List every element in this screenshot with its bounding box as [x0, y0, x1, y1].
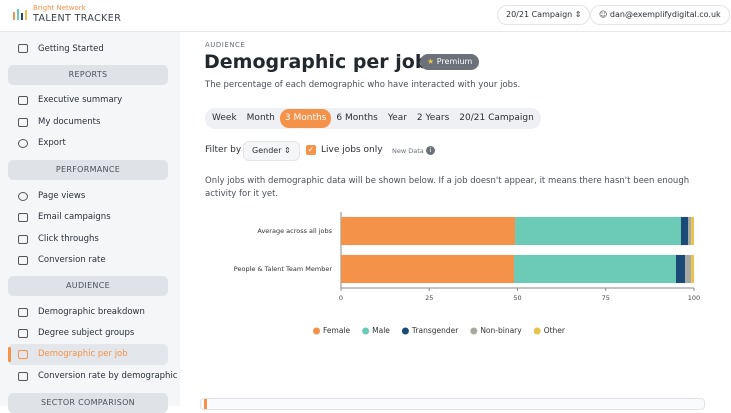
filter-value: Gender	[252, 146, 282, 155]
sidebar: Getting Started REPORTS Executive summar…	[0, 0, 180, 413]
bar-segment	[341, 216, 516, 246]
tab[interactable]: Month	[246, 113, 275, 123]
icon	[18, 192, 28, 201]
top-bar: Bright Network TALENT TRACKER 20/21 Camp…	[0, 0, 731, 32]
tab[interactable]: 3 Months	[279, 109, 332, 128]
legend-label: Non-binary	[480, 326, 522, 335]
y-tick-label: People & Talent Team Member	[234, 265, 333, 273]
bar-segment	[691, 254, 694, 284]
legend-label: Female	[323, 326, 351, 335]
legend-label: Other	[544, 326, 566, 335]
icon	[18, 372, 28, 381]
chart: 0 25 50 75 100 Average across all jobs People …	[234, 212, 700, 335]
icon	[18, 139, 28, 148]
tab[interactable]: 6 Months	[336, 113, 378, 123]
nav-item[interactable]: Conversion rate	[38, 255, 106, 265]
legend-swatch	[533, 327, 541, 335]
tab[interactable]: 2 Years	[416, 113, 450, 123]
nav-item[interactable]: Email campaigns	[38, 212, 111, 222]
x-tick-label: 75	[602, 294, 610, 302]
x-tick-label: 100	[688, 294, 700, 302]
active-bg	[8, 344, 168, 365]
section-header: PERFORMANCE	[8, 160, 168, 180]
checkbox[interactable]: ✓	[306, 145, 316, 155]
icon	[18, 308, 28, 317]
nav-item[interactable]: Click throughs	[38, 234, 99, 244]
brand: Bright Network	[33, 4, 86, 12]
campaign-select[interactable]: 20/21 Campaign ⇕	[497, 5, 591, 25]
y-tick-label: Average across all jobs	[257, 227, 332, 235]
legend-swatch	[401, 327, 409, 335]
user: dan@exemplifydigital.co.uk	[609, 10, 721, 19]
bar-segment	[691, 216, 694, 246]
section-header: SECTOR COMPARISON	[8, 393, 168, 413]
section-label: AUDIENCE	[205, 41, 246, 49]
note: Only jobs with demographic data will be …	[205, 176, 690, 199]
x-tick-label: 25	[425, 294, 433, 302]
info-icon[interactable]: i	[426, 146, 435, 155]
icon	[18, 235, 28, 244]
section-header: REPORTS	[8, 65, 168, 85]
icon	[18, 44, 28, 53]
icon	[18, 256, 28, 265]
page-title: Demographic per job	[204, 51, 429, 73]
icon	[18, 213, 28, 222]
product: TALENT TRACKER	[33, 13, 122, 24]
bar-segment	[685, 254, 692, 284]
icon	[18, 96, 28, 105]
filter-label: Filter by	[205, 145, 242, 155]
next-panel	[200, 398, 705, 410]
new-data: New Data	[392, 147, 424, 155]
section-header: AUDIENCE	[8, 276, 168, 296]
nav-item[interactable]: Demographic per job	[38, 349, 128, 359]
legend-swatch	[362, 327, 370, 335]
campaign: 20/21 Campaign	[506, 10, 573, 19]
legend-swatch	[313, 327, 321, 335]
badge-text: Premium	[436, 57, 473, 66]
legend-label: Male	[372, 326, 390, 335]
nav-item[interactable]: Page views	[38, 191, 86, 201]
nav-item[interactable]: Export	[38, 138, 66, 148]
tabs: Week Month 3 Months 6 Months Year 2 Years 20/2…	[205, 108, 541, 129]
user-menu[interactable]: ☺ dan@exemplifydigital.co.uk	[590, 5, 730, 25]
bar-segment	[341, 254, 514, 284]
bar-segment	[515, 216, 681, 246]
tab[interactable]: Week	[212, 113, 237, 123]
bar-segment	[687, 216, 692, 246]
icon	[18, 329, 28, 338]
x-tick-label: 0	[339, 294, 343, 302]
tab[interactable]: Year	[387, 113, 407, 123]
nav-item[interactable]: My documents	[38, 117, 101, 127]
nav-item[interactable]: Degree subject groups	[38, 328, 135, 338]
subtitle: The percentage of each demographic who h…	[205, 80, 521, 90]
tab[interactable]: 20/21 Campaign	[459, 113, 534, 123]
icon	[18, 350, 28, 359]
checkbox-label: Live jobs only	[321, 145, 383, 155]
icon	[18, 118, 28, 127]
x-tick-label: 50	[513, 294, 521, 302]
nav-item[interactable]: Getting Started	[38, 44, 104, 54]
nav-item[interactable]: Executive summary	[38, 95, 123, 105]
legend-label: Transgender	[411, 326, 459, 335]
filter-select[interactable]: Gender ⇕	[243, 141, 300, 161]
nav-item[interactable]: Demographic breakdown	[38, 307, 145, 317]
nav-item[interactable]: Conversion rate by demographic	[38, 371, 178, 381]
bar-segment	[680, 216, 688, 246]
active-marker	[8, 347, 11, 362]
legend-swatch	[470, 327, 478, 335]
panel-marker	[204, 399, 207, 409]
bar-segment	[675, 254, 686, 284]
premium-badge: ★ Premium	[420, 54, 480, 70]
logo	[13, 9, 27, 20]
bar-segment	[513, 254, 676, 284]
